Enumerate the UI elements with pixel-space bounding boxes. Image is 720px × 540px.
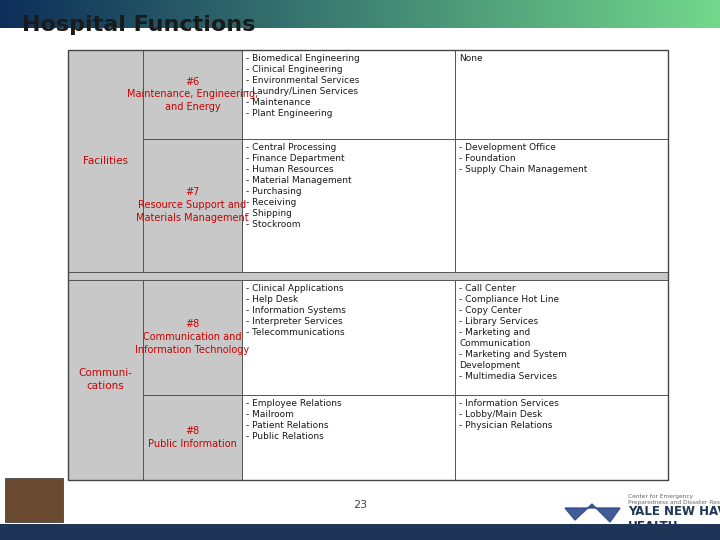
Bar — [143, 50, 242, 139]
Text: - Clinical Applications
- Help Desk
- Information Systems
- Interpreter Services: - Clinical Applications - Help Desk - In… — [246, 284, 346, 337]
Bar — [455, 395, 668, 480]
Bar — [68, 280, 143, 480]
Text: - Call Center
- Compliance Hot Line
- Copy Center
- Library Services
- Marketing: - Call Center - Compliance Hot Line - Co… — [459, 284, 567, 381]
Text: - Biomedical Engineering
- Clinical Engineering
- Environmental Services
- Laund: - Biomedical Engineering - Clinical Engi… — [246, 54, 360, 118]
Bar — [455, 50, 668, 139]
Text: - Information Services
- Lobby/Main Desk
- Physician Relations: - Information Services - Lobby/Main Desk… — [459, 399, 559, 430]
Bar — [68, 272, 668, 280]
Bar — [242, 280, 455, 395]
Text: - Development Office
- Foundation
- Supply Chain Management: - Development Office - Foundation - Supp… — [459, 143, 588, 174]
Bar — [242, 395, 455, 480]
Bar — [0, 524, 720, 540]
Bar — [143, 280, 242, 395]
Bar — [5, 478, 63, 522]
Text: YALE NEW HAVEN
HEALTH: YALE NEW HAVEN HEALTH — [628, 505, 720, 533]
Text: #6
Maintenance, Engineering,
and Energy: #6 Maintenance, Engineering, and Energy — [127, 77, 258, 112]
Bar — [242, 50, 455, 139]
Text: None: None — [459, 54, 482, 63]
Text: Communi-
cations: Communi- cations — [78, 368, 132, 391]
Bar — [68, 50, 143, 272]
Bar — [143, 395, 242, 480]
Polygon shape — [565, 504, 620, 522]
Text: #7
Resource Support and
Materials Management: #7 Resource Support and Materials Manage… — [136, 187, 249, 223]
Text: #8
Public Information: #8 Public Information — [148, 426, 237, 449]
Bar — [455, 280, 668, 395]
Text: #8
Communication and
Information Technology: #8 Communication and Information Technol… — [135, 319, 250, 355]
Text: 23: 23 — [353, 500, 367, 510]
Text: Center for Emergency
Preparedness and Disaster Response: Center for Emergency Preparedness and Di… — [628, 494, 720, 505]
Bar — [68, 50, 668, 480]
Text: - Central Processing
- Finance Department
- Human Resources
- Material Managemen: - Central Processing - Finance Departmen… — [246, 143, 351, 230]
Text: Hospital Functions: Hospital Functions — [22, 15, 256, 35]
Text: Facilities: Facilities — [83, 156, 128, 166]
Bar — [455, 139, 668, 272]
Bar — [242, 139, 455, 272]
Text: - Employee Relations
- Mailroom
- Patient Relations
- Public Relations: - Employee Relations - Mailroom - Patien… — [246, 399, 341, 441]
Bar — [143, 139, 242, 272]
